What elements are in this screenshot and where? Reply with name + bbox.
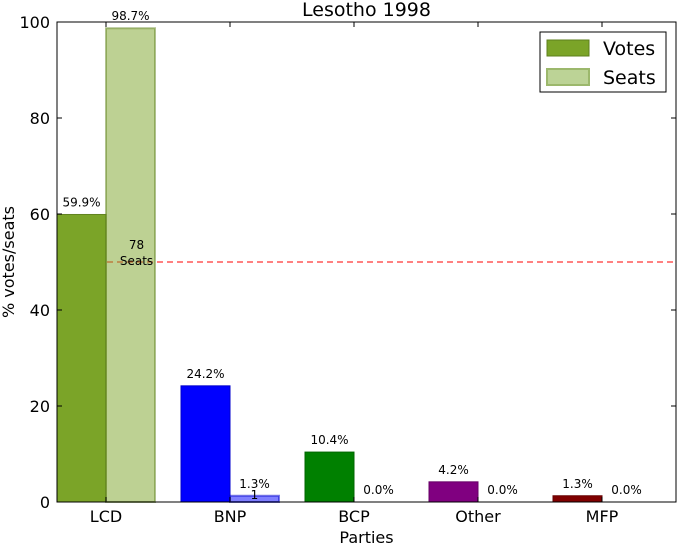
y-axis-ticks: 0 20 40 60 80 100 <box>19 13 676 512</box>
seat-count-lcd: 78 <box>129 238 144 252</box>
x-tick-label-mfp: MFP <box>586 507 619 526</box>
bars-layer <box>56 27 603 504</box>
x-tick-label-bnp: BNP <box>214 507 247 526</box>
y-tick-label: 20 <box>30 397 50 416</box>
votes-bar-bcp <box>304 451 355 503</box>
plot-frame <box>56 21 677 503</box>
seats-value-label-lcd: 98.7% <box>111 9 149 23</box>
y-tick-label: 0 <box>40 493 50 512</box>
y-tick-label: 60 <box>30 205 50 224</box>
value-labels-layer: 59.9%98.7%78Seats24.2%1.3%110.4%0.0%4.2%… <box>62 9 641 502</box>
y-tick-label: 100 <box>19 13 50 32</box>
seats-value-label-bnp: 1.3% <box>239 477 270 491</box>
seat-count-word: Seats <box>120 254 153 268</box>
votes-bar-other <box>428 481 479 503</box>
votes-value-label-mfp: 1.3% <box>562 477 593 491</box>
chart-title: Lesotho 1998 <box>302 0 431 21</box>
legend-label-votes: Votes <box>603 38 655 60</box>
votes-value-label-lcd: 59.9% <box>62 195 100 209</box>
x-tick-label-lcd: LCD <box>90 507 122 526</box>
votes-value-label-other: 4.2% <box>438 463 469 477</box>
seats-value-label-other: 0.0% <box>487 483 518 497</box>
legend-swatch-seats <box>546 68 590 86</box>
x-tick-label-other: Other <box>455 507 501 526</box>
x-axis-label: Parties <box>339 528 393 544</box>
y-tick-label: 80 <box>30 109 50 128</box>
votes-value-label-bcp: 10.4% <box>310 433 348 447</box>
votes-value-label-bnp: 24.2% <box>186 367 224 381</box>
votes-bar-lcd <box>56 213 107 503</box>
votes-bar-mfp <box>552 495 603 503</box>
seat-count-bnp: 1 <box>251 488 259 502</box>
legend-swatch-votes <box>546 39 590 57</box>
legend-label-seats: Seats <box>603 67 656 89</box>
y-axis-label: % votes/seats <box>0 206 18 318</box>
x-axis-ticks: LCD BNP BCP Other MFP <box>90 22 619 526</box>
seats-bar-lcd <box>105 27 156 504</box>
x-tick-label-bcp: BCP <box>338 507 370 526</box>
seats-value-label-bcp: 0.0% <box>363 483 394 497</box>
legend: Votes Seats <box>539 31 667 93</box>
y-tick-label: 40 <box>30 301 50 320</box>
seats-value-label-mfp: 0.0% <box>611 483 642 497</box>
votes-bar-bnp <box>180 385 231 503</box>
